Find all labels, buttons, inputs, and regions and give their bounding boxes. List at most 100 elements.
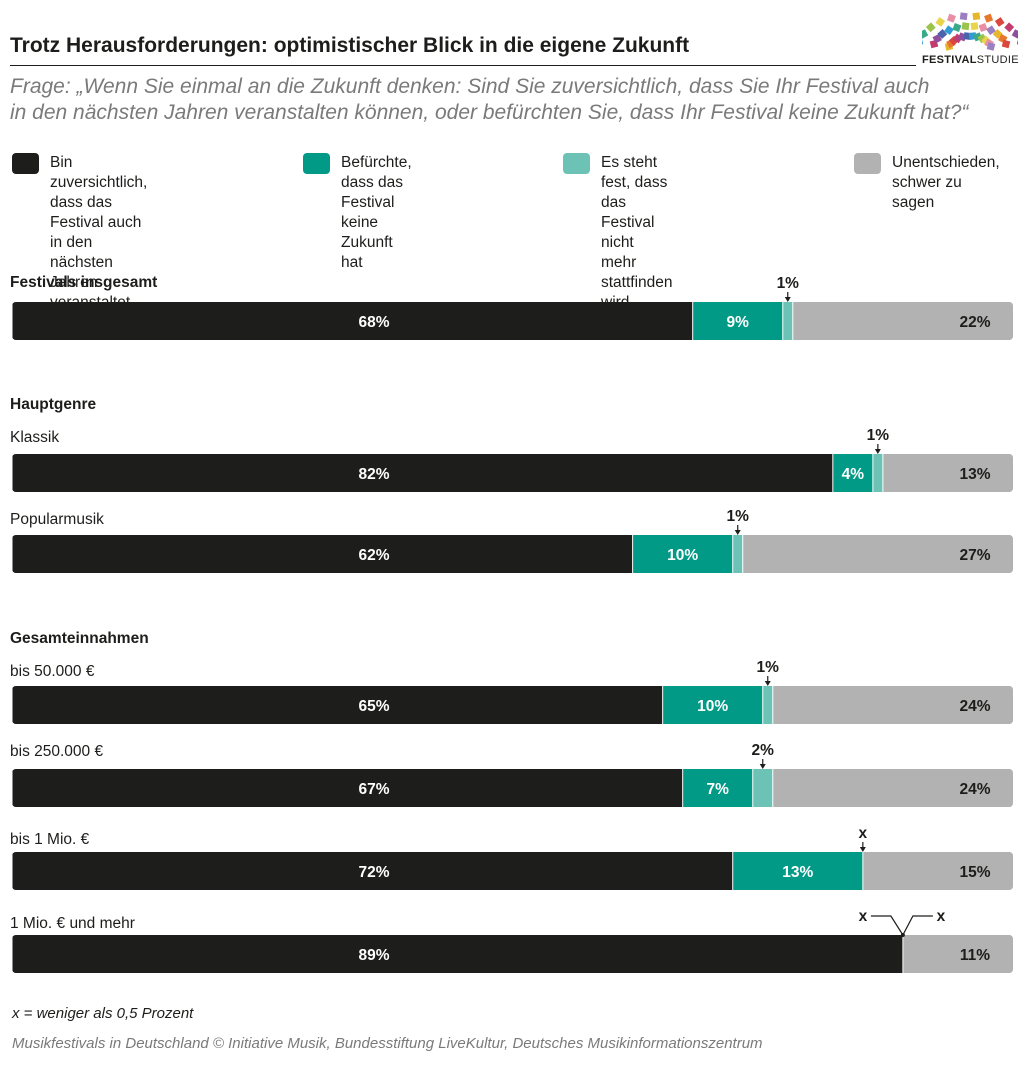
bar-segment-fill xyxy=(16,769,683,807)
data-label: 1% xyxy=(777,275,800,292)
data-label: 27% xyxy=(959,547,990,564)
callout-arrow xyxy=(764,681,771,686)
festivalstudie-logo: FESTIVALSTUDIE xyxy=(914,4,1024,72)
logo-tile xyxy=(1004,22,1015,33)
bar-segment-fill xyxy=(16,454,833,492)
row-label: Klassik xyxy=(10,429,59,446)
logo-tile xyxy=(984,13,994,23)
data-label: 1% xyxy=(867,427,890,444)
logo-tile xyxy=(946,13,956,23)
logo-tile xyxy=(1001,39,1011,49)
logo-wordmark: FESTIVALSTUDIE xyxy=(922,54,1019,66)
bar-segment xyxy=(762,686,773,724)
logo-tile xyxy=(961,22,970,31)
source-note: Musikfestivals in Deutschland © Initiati… xyxy=(12,1035,763,1052)
data-label: 24% xyxy=(959,781,990,798)
logo-tile xyxy=(935,17,946,27)
logo-mark xyxy=(914,12,1024,51)
data-label: 15% xyxy=(959,864,990,881)
data-label: 22% xyxy=(959,314,990,331)
bar-segment xyxy=(752,769,773,807)
bar-segment-fill xyxy=(16,852,733,890)
bar-segment-fill xyxy=(882,454,1009,492)
data-label: 13% xyxy=(959,466,990,483)
data-label: 24% xyxy=(959,698,990,715)
row-label: bis 250.000 € xyxy=(10,743,103,760)
chart-question: Frage: „Wenn Sie einmal an die Zukunft d… xyxy=(10,74,1020,126)
logo-tile xyxy=(932,33,942,44)
data-label: 4% xyxy=(842,466,865,483)
logo-tile xyxy=(970,22,979,31)
bar-segment-fill xyxy=(16,302,693,340)
data-label: 62% xyxy=(358,547,389,564)
bar-segment xyxy=(732,852,863,890)
bar-segment-fill xyxy=(772,686,1009,724)
group-title: Festivals insgesamt xyxy=(10,274,157,291)
row-label: bis 1 Mio. € xyxy=(10,831,90,848)
data-label: 89% xyxy=(358,947,389,964)
callout-arrow xyxy=(759,764,766,769)
logo-tile xyxy=(986,25,996,36)
data-label: 2% xyxy=(752,742,775,759)
zero-marker: x xyxy=(859,908,868,925)
callout-dot xyxy=(900,933,905,937)
logo-tile xyxy=(994,17,1005,27)
zero-marker: x xyxy=(859,825,868,842)
bar-segment-fill xyxy=(16,935,903,973)
callout-line xyxy=(870,915,933,937)
bar-segment-fill xyxy=(742,535,1009,573)
bar-segment xyxy=(782,302,793,340)
data-label: 13% xyxy=(782,864,813,881)
legend-label-undecided: Unentschieden, schwer zu sagen xyxy=(892,154,1000,211)
logo-tile xyxy=(918,29,929,39)
bar-segment-fill xyxy=(792,302,1009,340)
bar-segment-fill xyxy=(862,852,1009,890)
bar-segment xyxy=(692,302,783,340)
logo-word-light: STUDIE xyxy=(976,54,1019,66)
callout-arrow xyxy=(874,449,881,454)
bar-segment xyxy=(682,769,753,807)
legend-swatch-confident xyxy=(12,153,39,174)
data-label: 82% xyxy=(358,466,389,483)
bar-segment xyxy=(662,686,763,724)
data-label: 72% xyxy=(358,864,389,881)
row-label: bis 50.000 € xyxy=(10,663,95,680)
bar-segment xyxy=(872,454,883,492)
bar-segment xyxy=(732,535,743,573)
data-label: 65% xyxy=(358,698,389,715)
callout-arrow xyxy=(734,530,741,535)
data-label: 9% xyxy=(727,314,750,331)
logo-tile xyxy=(925,22,936,33)
row-label: Popularmusik xyxy=(10,511,104,528)
data-label: 10% xyxy=(697,698,728,715)
legend-swatch-ended xyxy=(563,153,590,174)
footnote: x = weniger als 0,5 Prozent xyxy=(12,1005,194,1022)
title-divider xyxy=(10,65,916,66)
data-label: 1% xyxy=(727,508,750,525)
legend-label-fear: Befürchte, dass das Festival keine Zukun… xyxy=(341,154,412,271)
bar-segment-fill xyxy=(902,935,1009,973)
question-line-1: Frage: „Wenn Sie einmal an die Zukunft d… xyxy=(10,75,930,98)
callout-arrow xyxy=(784,297,791,302)
data-label: 10% xyxy=(667,547,698,564)
legend-label-ended: Es steht fest, dass das Festival nicht m… xyxy=(601,154,673,311)
stacked-bar-chart: Festivals insgesamt 68% 9% 1% 22% Hauptgenre K… xyxy=(10,274,1013,973)
legend-swatch-undecided xyxy=(854,153,881,174)
data-label: 68% xyxy=(358,314,389,331)
logo-tile xyxy=(944,25,954,36)
legend-swatch-fear xyxy=(303,153,330,174)
logo-tile xyxy=(972,12,981,21)
chart-title: Trotz Herausforderungen: optimistischer … xyxy=(10,34,690,57)
logo-tile xyxy=(952,23,962,33)
bar-segment xyxy=(832,454,873,492)
row-label: 1 Mio. € und mehr xyxy=(10,915,135,932)
logo-tile xyxy=(978,23,988,33)
data-label: 67% xyxy=(358,781,389,798)
data-label: 11% xyxy=(960,947,990,964)
bar-segment-fill xyxy=(16,535,633,573)
bar-segment-fill xyxy=(16,686,663,724)
logo-word-bold: FESTIVAL xyxy=(922,54,977,66)
group-title: Hauptgenre xyxy=(10,396,97,413)
group-title: Gesamteinnahmen xyxy=(10,630,149,647)
logo-tile xyxy=(986,42,996,51)
